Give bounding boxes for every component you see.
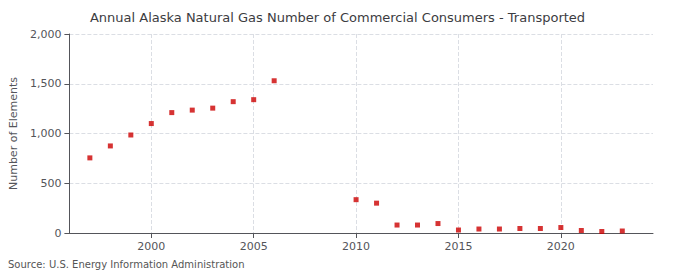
- svg-text:Number of Elements: Number of Elements: [7, 77, 20, 190]
- svg-text:500: 500: [40, 177, 61, 190]
- svg-text:2,000: 2,000: [30, 28, 62, 41]
- svg-text:2005: 2005: [240, 240, 268, 253]
- svg-text:Annual Alaska Natural Gas Numb: Annual Alaska Natural Gas Number of Comm…: [90, 10, 585, 25]
- svg-text:2015: 2015: [444, 240, 472, 253]
- svg-text:Source: U.S. Energy Informatio: Source: U.S. Energy Information Administ…: [8, 259, 245, 270]
- svg-text:0: 0: [54, 227, 61, 240]
- svg-text:1,500: 1,500: [30, 77, 62, 90]
- svg-text:2010: 2010: [342, 240, 370, 253]
- svg-text:2020: 2020: [547, 240, 575, 253]
- svg-text:1,000: 1,000: [30, 127, 62, 140]
- svg-text:2000: 2000: [137, 240, 165, 253]
